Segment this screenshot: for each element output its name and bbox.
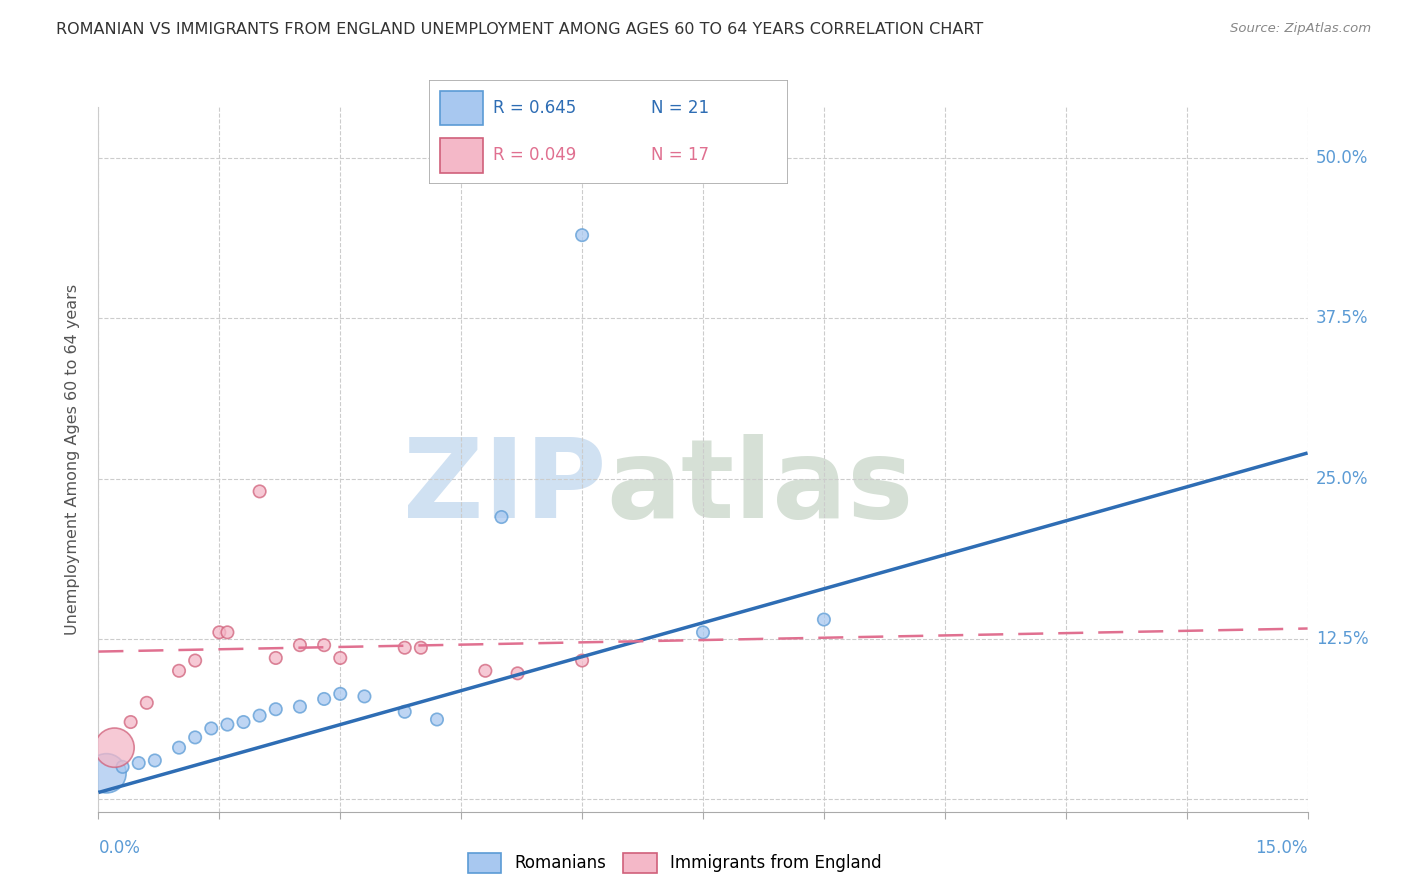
Point <box>217 625 239 640</box>
Point <box>200 722 222 736</box>
Point <box>264 702 287 716</box>
Point <box>208 625 231 640</box>
Point <box>111 760 134 774</box>
Point <box>184 731 207 745</box>
Point <box>217 717 239 731</box>
Point <box>571 654 593 668</box>
Text: 0.0%: 0.0% <box>98 839 141 857</box>
Point <box>135 696 157 710</box>
Point <box>96 766 118 780</box>
Point <box>288 699 311 714</box>
Text: 15.0%: 15.0% <box>1256 839 1308 857</box>
Point <box>249 708 271 723</box>
Point <box>409 640 432 655</box>
Text: N = 17: N = 17 <box>651 146 709 164</box>
Point <box>353 690 375 704</box>
Point <box>249 484 271 499</box>
Point <box>813 613 835 627</box>
Point <box>143 754 166 768</box>
Y-axis label: Unemployment Among Ages 60 to 64 years: Unemployment Among Ages 60 to 64 years <box>65 284 80 635</box>
Text: atlas: atlas <box>606 434 914 541</box>
Text: 50.0%: 50.0% <box>1316 149 1368 168</box>
Text: ZIP: ZIP <box>404 434 606 541</box>
Text: 25.0%: 25.0% <box>1316 469 1368 488</box>
Point <box>288 638 311 652</box>
Point <box>264 651 287 665</box>
Point <box>394 705 416 719</box>
Text: 12.5%: 12.5% <box>1316 630 1368 648</box>
Point <box>314 638 336 652</box>
Text: ROMANIAN VS IMMIGRANTS FROM ENGLAND UNEMPLOYMENT AMONG AGES 60 TO 64 YEARS CORRE: ROMANIAN VS IMMIGRANTS FROM ENGLAND UNEM… <box>56 22 983 37</box>
Point <box>103 740 125 755</box>
Point <box>426 713 449 727</box>
Point <box>314 692 336 706</box>
Point <box>571 228 593 243</box>
Legend: Romanians, Immigrants from England: Romanians, Immigrants from England <box>461 847 889 880</box>
FancyBboxPatch shape <box>440 91 482 126</box>
Point <box>692 625 714 640</box>
Point <box>491 510 513 524</box>
Point <box>506 666 529 681</box>
Point <box>329 651 352 665</box>
Point <box>120 714 142 729</box>
Point <box>167 740 190 755</box>
Point <box>329 687 352 701</box>
Point <box>232 714 254 729</box>
Point <box>394 640 416 655</box>
Text: Source: ZipAtlas.com: Source: ZipAtlas.com <box>1230 22 1371 36</box>
Point <box>167 664 190 678</box>
FancyBboxPatch shape <box>440 137 482 173</box>
Text: N = 21: N = 21 <box>651 99 709 117</box>
Text: 37.5%: 37.5% <box>1316 310 1368 327</box>
Point <box>474 664 496 678</box>
Point <box>184 654 207 668</box>
Text: R = 0.645: R = 0.645 <box>494 99 576 117</box>
Point <box>128 756 150 770</box>
Text: R = 0.049: R = 0.049 <box>494 146 576 164</box>
